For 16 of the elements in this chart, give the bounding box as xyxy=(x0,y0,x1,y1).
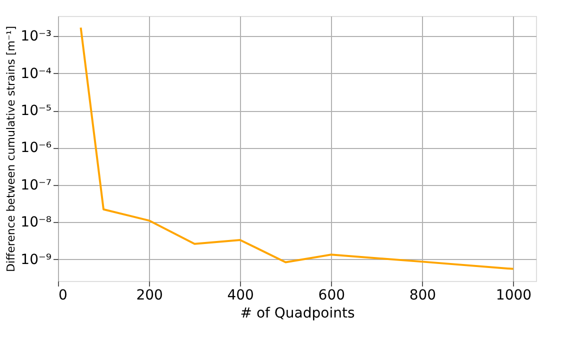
x-axis-title: # of Quadpoints xyxy=(240,306,355,322)
y-tick-label: 10⁻⁵ xyxy=(20,103,52,120)
x-tick-label: 600 xyxy=(318,288,346,304)
y-tick-label: 10⁻³ xyxy=(20,28,52,45)
y-tick-label: 10⁻⁶ xyxy=(20,140,52,156)
x-tick-label: 800 xyxy=(409,288,436,304)
line-series xyxy=(80,26,514,270)
y-tick-label: 10⁻⁴ xyxy=(20,66,52,82)
x-tick-label: 200 xyxy=(136,288,163,304)
y-tick-label: 10⁻⁹ xyxy=(20,252,52,268)
x-tick-label: 400 xyxy=(227,288,254,304)
y-axis-title: Difference between cumulative strains [m⁻¹] xyxy=(4,26,18,272)
y-tick-label: 10⁻⁷ xyxy=(20,177,52,194)
x-tick-label: 1000 xyxy=(496,288,532,304)
x-tick-label: 0 xyxy=(58,288,68,304)
y-tick-label: 10⁻⁸ xyxy=(20,214,52,231)
